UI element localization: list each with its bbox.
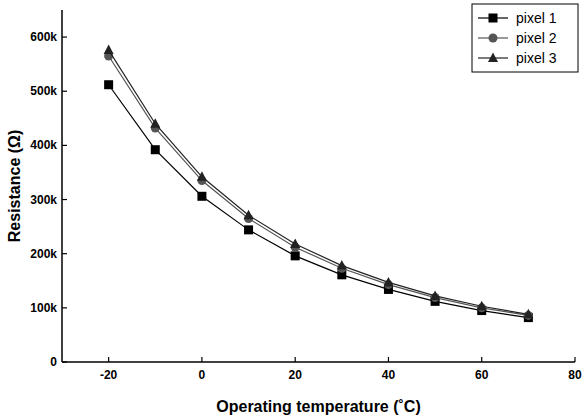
y-tick-label: 500k [30, 84, 57, 98]
legend-marker [489, 14, 498, 23]
chart: -20 0 20 40 60 80 0 100k 200k 300k 400k 500k 600k Ope… [0, 0, 582, 420]
y-tick-label: 400k [30, 138, 57, 152]
x-tick [295, 357, 296, 362]
x-tick [388, 357, 389, 362]
x-tick-label: 80 [568, 368, 582, 382]
data-point [104, 45, 114, 55]
data-point [523, 309, 533, 319]
x-tick-label: -20 [100, 368, 118, 382]
y-tick-label: 600k [30, 30, 57, 44]
series-line [109, 56, 529, 315]
y-axis [61, 10, 63, 362]
y-tick [62, 91, 67, 92]
legend-marker [489, 34, 498, 43]
x-tick-label: 20 [289, 368, 303, 382]
y-axis-label: Resistance (Ω) [6, 130, 23, 242]
data-point [197, 192, 206, 201]
data-point [104, 80, 113, 89]
data-point [477, 301, 487, 311]
x-axis-label: Operating temperature (˚C) [216, 398, 420, 415]
data-point [430, 290, 440, 300]
y-tick [62, 307, 67, 308]
x-tick [201, 357, 202, 362]
x-tick [574, 357, 575, 362]
data-point [197, 171, 207, 181]
data-point [291, 251, 300, 260]
x-tick-label: 60 [475, 368, 489, 382]
legend: pixel 1 pixel 2 pixel 3 [472, 4, 578, 72]
y-tick [62, 361, 67, 362]
plot-area [104, 45, 534, 323]
data-point [150, 118, 160, 128]
x-axis [62, 361, 575, 363]
y-tick-label: 0 [50, 355, 57, 369]
legend-label: pixel 1 [516, 10, 557, 26]
data-point [151, 145, 160, 154]
y-tick-label: 300k [30, 193, 57, 207]
data-point [244, 210, 254, 220]
legend-label: pixel 2 [516, 30, 557, 46]
data-point [383, 277, 393, 287]
y-tick [62, 145, 67, 146]
series-line [109, 85, 529, 318]
y-tick [62, 199, 67, 200]
y-tick [62, 253, 67, 254]
data-point [290, 238, 300, 248]
data-point [337, 260, 347, 270]
data-point [244, 225, 253, 234]
x-tick [481, 357, 482, 362]
legend-marker [488, 53, 498, 63]
legend-box [472, 4, 578, 72]
x-tick-label: 40 [382, 368, 396, 382]
x-tick-label: 0 [199, 368, 206, 382]
y-tick [62, 36, 67, 37]
y-tick-label: 100k [30, 301, 57, 315]
chart-container: -20 0 20 40 60 80 0 100k 200k 300k 400k 500k 600k Ope… [0, 0, 582, 420]
y-tick-label: 200k [30, 247, 57, 261]
x-tick [108, 357, 109, 362]
series-line [109, 50, 529, 314]
legend-label: pixel 3 [516, 50, 557, 66]
